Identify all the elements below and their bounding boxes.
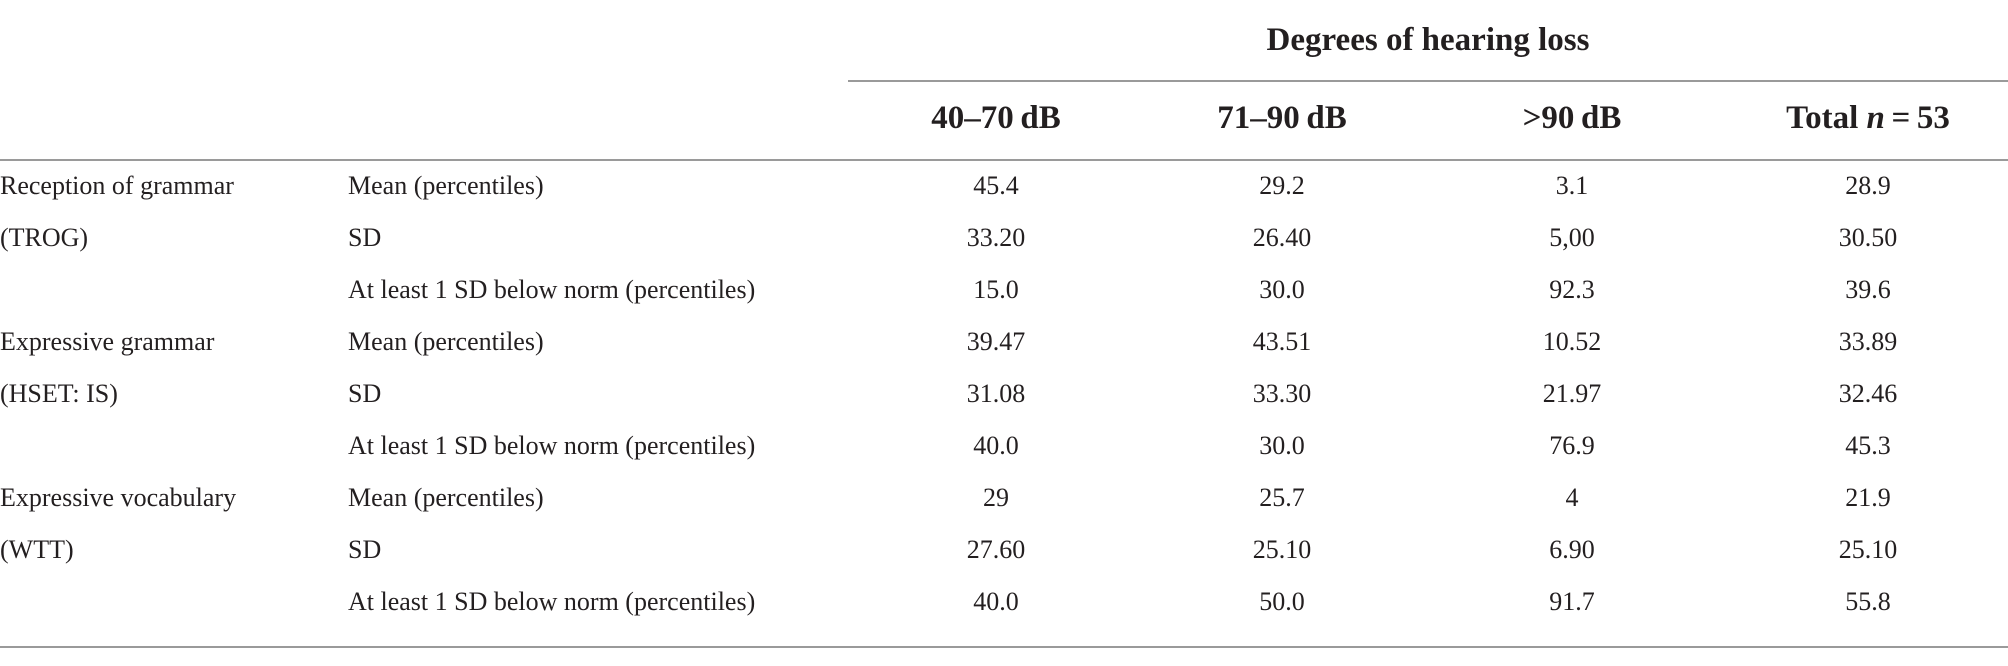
value-total: 25.10 [1838,535,1898,564]
value-total: 39.6 [1845,275,1891,304]
column-header-over-90-db: >90 dB [1522,100,1622,136]
value-total: 45.3 [1845,431,1891,460]
group-header-rule [848,80,2008,82]
header-rule [0,159,2008,161]
value-total: 28.9 [1845,171,1891,200]
value-total: 30.50 [1838,223,1898,252]
total-n-symbol: n [1866,100,1885,136]
value-71-90-db: 25.10 [1252,535,1312,564]
value-71-90-db: 25.7 [1259,483,1305,512]
value-total: 55.8 [1845,587,1891,616]
value-71-90-db: 29.2 [1259,171,1305,200]
value-71-90-db: 30.0 [1259,275,1305,304]
value-40-70-db: 33.20 [966,223,1026,252]
table-row: At least 1 SD below norm (percentiles) 40… [0,576,2008,628]
row-statistic-label: Mean (percentiles) [348,327,544,356]
row-category-label: Reception of grammar [0,171,234,200]
row-statistic-label: SD [348,379,382,408]
value-over-90-db: 5,00 [1549,223,1595,252]
column-header-total: Total n = 53 [1752,90,1984,146]
row-statistic-label: SD [348,223,382,252]
value-40-70-db: 40.0 [973,587,1019,616]
value-total: 32.46 [1838,379,1898,408]
row-statistic-label: Mean (percentiles) [348,483,544,512]
row-category-label: (HSET: IS) [0,379,118,408]
bottom-rule [0,646,2008,648]
table-row: (HSET: IS) SD 31.08 33.30 21.97 32.46 [0,368,2008,420]
value-40-70-db: 27.60 [966,535,1026,564]
row-category-label [0,576,340,628]
row-category-label: Expressive vocabulary [0,483,237,512]
total-n-value: = 53 [1884,100,1950,136]
value-71-90-db: 26.40 [1252,223,1312,252]
value-over-90-db: 10.52 [1542,327,1602,356]
value-over-90-db: 91.7 [1549,587,1595,616]
row-category-label: (WTT) [0,535,74,564]
table-row: (WTT) SD 27.60 25.10 6.90 25.10 [0,524,2008,576]
row-category-label: Expressive grammar [0,327,215,356]
value-40-70-db: 40.0 [973,431,1019,460]
value-over-90-db: 3.1 [1555,171,1589,200]
table-row: (TROG) SD 33.20 26.40 5,00 30.50 [0,212,2008,264]
row-category-label: (TROG) [0,223,89,252]
value-71-90-db: 33.30 [1252,379,1312,408]
table-row: At least 1 SD below norm (percentiles) 15… [0,264,2008,316]
value-over-90-db: 76.9 [1549,431,1595,460]
value-40-70-db: 39.47 [966,327,1026,356]
value-71-90-db: 50.0 [1259,587,1305,616]
value-over-90-db: 6.90 [1549,535,1595,564]
column-header-71-90-db: 71–90 dB [1217,100,1347,136]
value-40-70-db: 29 [983,483,1009,512]
row-category-label [0,420,340,472]
table-row: At least 1 SD below norm (percentiles) 40… [0,420,2008,472]
row-category-label [0,264,340,316]
row-statistic-label: At least 1 SD below norm (percentiles) [348,587,756,616]
total-prefix: Total [1786,100,1867,136]
row-statistic-label: SD [348,535,382,564]
value-over-90-db: 92.3 [1549,275,1595,304]
value-total: 21.9 [1845,483,1891,512]
value-40-70-db: 15.0 [973,275,1019,304]
table-row: Reception of grammar Mean (percentiles) 45… [0,160,2008,212]
row-statistic-label: Mean (percentiles) [348,171,544,200]
table-row: Expressive grammar Mean (percentiles) 39.4… [0,316,2008,368]
value-71-90-db: 43.51 [1252,327,1312,356]
value-40-70-db: 31.08 [966,379,1026,408]
group-header-degrees-of-hearing-loss: Degrees of hearing loss [1266,22,1590,58]
value-over-90-db: 4 [1565,483,1579,512]
table-row: Expressive vocabulary Mean (percentiles) 2… [0,472,2008,524]
value-71-90-db: 30.0 [1259,431,1305,460]
value-total: 33.89 [1838,327,1898,356]
value-over-90-db: 21.97 [1542,379,1602,408]
row-statistic-label: At least 1 SD below norm (percentiles) [348,275,756,304]
value-40-70-db: 45.4 [973,171,1019,200]
row-statistic-label: At least 1 SD below norm (percentiles) [348,431,756,460]
column-header-40-70-db: 40–70 dB [931,100,1061,136]
